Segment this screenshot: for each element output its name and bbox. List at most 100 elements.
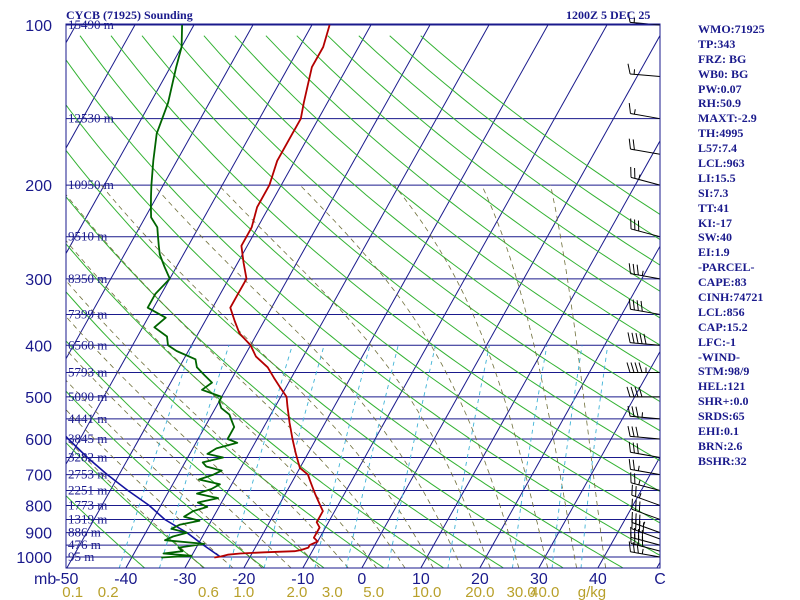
mixing-ratio-line (228, 345, 293, 568)
isotherm-line (361, 34, 660, 568)
temperature-tick-label: 0 (357, 571, 366, 588)
isotherm-line (66, 24, 313, 466)
mixing-ratio-tick-label: 40.0 (530, 584, 559, 600)
pressure-tick-label: 600 (25, 432, 52, 449)
index-item: LCL:963 (698, 156, 745, 171)
index-item: LFC:-1 (698, 334, 736, 349)
dry-adiabat (66, 149, 564, 568)
sounding-profiles (66, 24, 331, 559)
wind-barb (628, 541, 661, 558)
mixing-ratio-tick-label: 1.0 (233, 584, 254, 600)
temperature-trace (214, 24, 331, 559)
index-item: TP:343 (698, 36, 736, 51)
index-item: SHR+:0.0 (698, 394, 749, 409)
mixing-ratio-line (263, 345, 325, 568)
wind-barb (628, 138, 661, 155)
isotherm-line (66, 24, 372, 568)
isotherm-line (125, 24, 431, 568)
height-label: 7399 m (68, 306, 107, 321)
mixing-ratio-line (447, 345, 490, 568)
index-item: HEL:121 (698, 379, 746, 394)
temperature-tick-label: -10 (291, 571, 314, 588)
index-item: L57:7.4 (698, 141, 737, 156)
wind-barb (627, 332, 661, 346)
chart-title: CYCB (71925) Sounding (66, 8, 193, 22)
mixing-ratio-tick-label: 10.0 (412, 584, 441, 600)
dry-adiabat (66, 340, 325, 568)
index-item: EHI:0.1 (698, 424, 740, 439)
dry-adiabat (172, 35, 660, 432)
wind-barb (627, 405, 661, 420)
height-label: 12530 m (68, 111, 114, 126)
dry-adiabat (265, 35, 660, 346)
isotherm-line (66, 24, 254, 360)
height-label: 8350 m (68, 271, 107, 286)
isotherm-line (479, 245, 660, 568)
temperature-tick-label: 20 (471, 571, 489, 588)
pressure-tick-label: 100 (25, 18, 52, 35)
mixing-ratio-tick-label: 30.0 (507, 584, 536, 600)
moist-adiabat (153, 184, 463, 568)
dewpoint-trace (146, 24, 239, 559)
index-item: MAXT:-2.9 (698, 111, 757, 126)
height-label: 3845 m (68, 431, 107, 446)
height-label: 886 m (68, 525, 101, 540)
isotherm-line (66, 24, 136, 150)
height-label: 3282 m (68, 449, 107, 464)
dry-adiabat (296, 35, 660, 319)
isotherm-line (0, 24, 17, 568)
isotherm-line (184, 24, 490, 568)
isotherm-line (420, 139, 660, 568)
index-item: CAP:15.2 (698, 319, 748, 334)
pressure-tick-label: 400 (25, 338, 52, 355)
height-label: 2251 m (68, 483, 107, 498)
wind-barb (628, 103, 661, 120)
height-label: 4441 m (68, 411, 107, 426)
mixing-ratio-tick-label: 2.0 (287, 584, 308, 600)
index-item: PW:0.07 (698, 81, 742, 96)
index-item: EI:1.9 (698, 245, 730, 260)
height-label: 95 m (68, 549, 94, 564)
pressure-tick-label: 500 (25, 390, 52, 407)
dry-adiabat (110, 35, 660, 492)
index-item: FRZ: BG (698, 51, 747, 66)
isotherm-line (538, 350, 660, 568)
mixing-ratio-tick-label: 0.1 (62, 584, 83, 600)
dry-adiabat (141, 35, 660, 462)
mixing-ratio-tick-label: g/kg (578, 584, 606, 600)
height-label: 1319 m (68, 511, 107, 526)
isotherm-line (66, 24, 77, 44)
isotherm-line (302, 24, 608, 568)
moist-adiabat (66, 409, 234, 568)
wind-barb (631, 511, 661, 534)
mixing-ratio-line (159, 345, 230, 568)
mixing-ratio-line (345, 345, 399, 568)
dry-adiabat (66, 243, 444, 568)
wind-barb (630, 166, 661, 186)
wind-barb (630, 218, 661, 238)
height-label: 5090 m (68, 389, 107, 404)
moist-adiabat (66, 280, 349, 568)
pressure-tick-label: 200 (25, 178, 52, 195)
wind-barb (628, 263, 661, 280)
index-item: TH:4995 (698, 126, 744, 141)
wind-profile (626, 12, 661, 568)
index-item: -PARCEL- (698, 260, 755, 275)
moist-adiabat (550, 185, 607, 568)
moist-adiabat (218, 184, 491, 568)
parcel-trace (66, 435, 221, 558)
dry-adiabat (66, 291, 385, 568)
pressure-unit-label: mb (34, 571, 56, 588)
chart-timestamp: 1200Z 5 DEC 25 (566, 8, 651, 22)
plot-frame (65, 23, 661, 569)
dry-adiabat (66, 495, 146, 568)
temperature-tick-label: -50 (55, 571, 78, 588)
mixing-ratio-tick-label: 20.0 (465, 584, 494, 600)
wind-barb (627, 426, 661, 440)
index-item: SW:40 (698, 230, 733, 245)
index-item: STM:98/9 (698, 364, 750, 379)
index-item: BRN:2.6 (698, 438, 743, 453)
height-label: 1773 m (68, 497, 107, 512)
dry-adiabat (66, 390, 265, 568)
